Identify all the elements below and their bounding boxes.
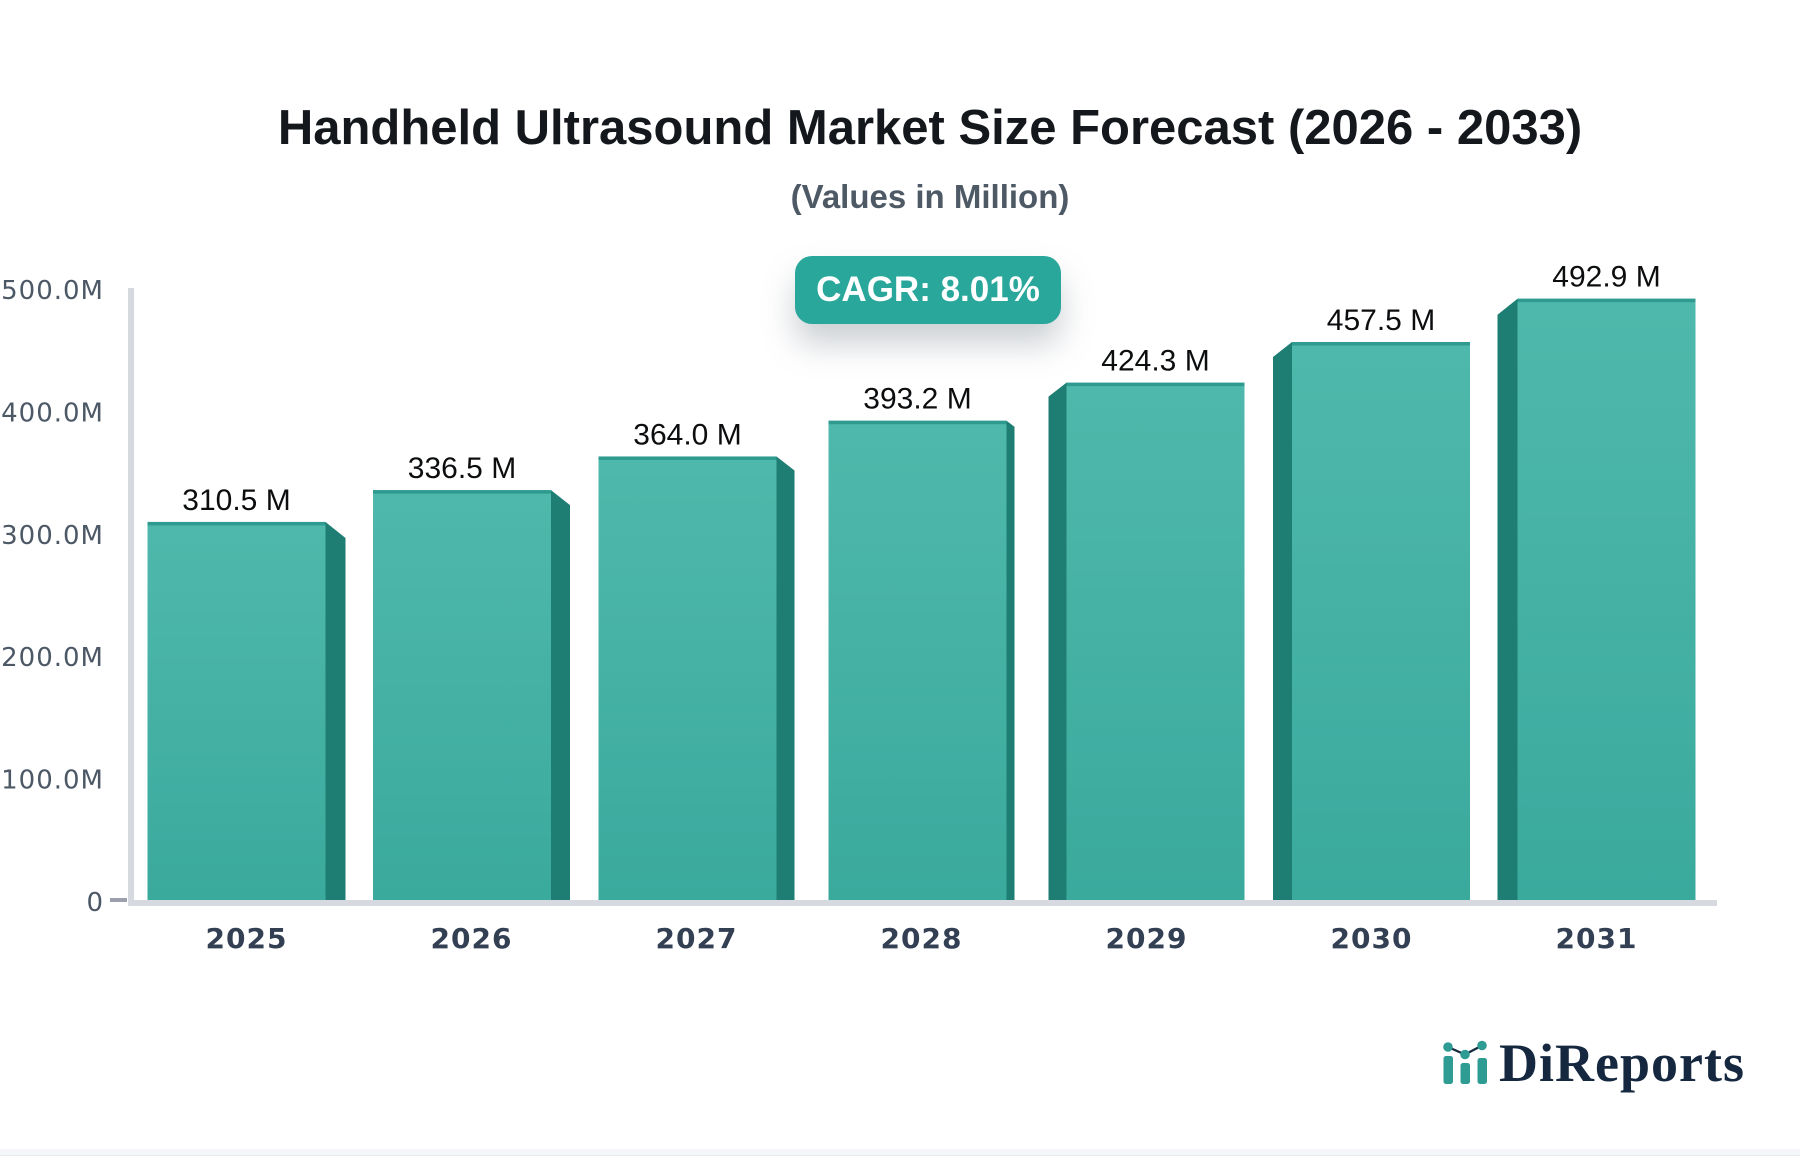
x-tick-label: 2026 — [431, 922, 513, 955]
bar-side-face — [1048, 382, 1067, 902]
x-tick-label: 2029 — [1106, 922, 1188, 955]
bar-2027: 364.0 M — [598, 418, 795, 902]
chart-title: Handheld Ultrasound Market Size Forecast… — [277, 101, 1583, 155]
bar-face — [1517, 298, 1696, 902]
bar-value-label: 310.5 M — [182, 484, 290, 517]
logo: DiReports — [1440, 1032, 1745, 1094]
bar-side-face — [1273, 342, 1292, 902]
cagr-badge: CAGR: 8.01% — [795, 256, 1061, 324]
bar-top-edge — [1292, 342, 1470, 346]
bar-top-edge — [147, 521, 326, 526]
bar-value-label: 336.5 M — [408, 452, 516, 485]
bar-face — [828, 420, 1007, 902]
y-tick-label: 100.0M — [1, 766, 104, 796]
y-tick-label: 500.0M — [1, 276, 104, 306]
bar-value-label: 393.2 M — [863, 383, 971, 416]
bar-value-label: 492.9 M — [1552, 261, 1660, 294]
bar-side-face — [1006, 420, 1015, 902]
bar-side-face — [325, 521, 346, 902]
bar-value-label: 364.0 M — [633, 418, 741, 451]
bar-top-edge — [1517, 298, 1696, 303]
x-tick-label: 2030 — [1331, 922, 1413, 955]
x-tick-label: 2028 — [881, 922, 963, 955]
bar-2026: 336.5 M — [373, 452, 570, 902]
bar-top-edge — [828, 420, 1007, 425]
bar-side-face — [776, 456, 795, 902]
bar-face — [147, 521, 326, 902]
y-tick-label: 200.0M — [1, 643, 104, 673]
bar-2031: 492.9 M — [1497, 261, 1696, 902]
bar-2025: 310.5 M — [147, 484, 346, 902]
logo-wordmark: DiReports — [1499, 1033, 1745, 1093]
bar-side-face — [551, 490, 570, 902]
x-tick-label: 2025 — [206, 922, 288, 955]
bar-top-edge — [1066, 382, 1245, 387]
x-tick-label: 2027 — [656, 922, 738, 955]
chart-subtitle: (Values in Million) — [790, 178, 1070, 215]
x-tick-label: 2031 — [1556, 922, 1638, 955]
bar-value-label: 457.5 M — [1327, 304, 1435, 337]
bar-2028: 393.2 M — [828, 383, 1015, 902]
bar-face — [598, 456, 777, 902]
mini-bar-line-chart-icon — [1443, 1040, 1487, 1084]
bar-side-face — [1497, 298, 1518, 902]
y-tick-label: 0 — [86, 888, 104, 918]
y-tick-label: 400.0M — [1, 398, 104, 428]
bar-face — [1066, 382, 1245, 902]
bar-face — [373, 490, 551, 902]
y-tick-label: 300.0M — [1, 521, 104, 551]
bar-top-edge — [373, 490, 551, 494]
bottom-strip — [0, 1149, 1800, 1156]
bar-2029: 424.3 M — [1048, 345, 1245, 902]
bar-value-label: 424.3 M — [1101, 345, 1209, 378]
bar-top-edge — [598, 456, 777, 460]
bar-face — [1292, 342, 1470, 902]
bar-2030: 457.5 M — [1273, 304, 1470, 902]
